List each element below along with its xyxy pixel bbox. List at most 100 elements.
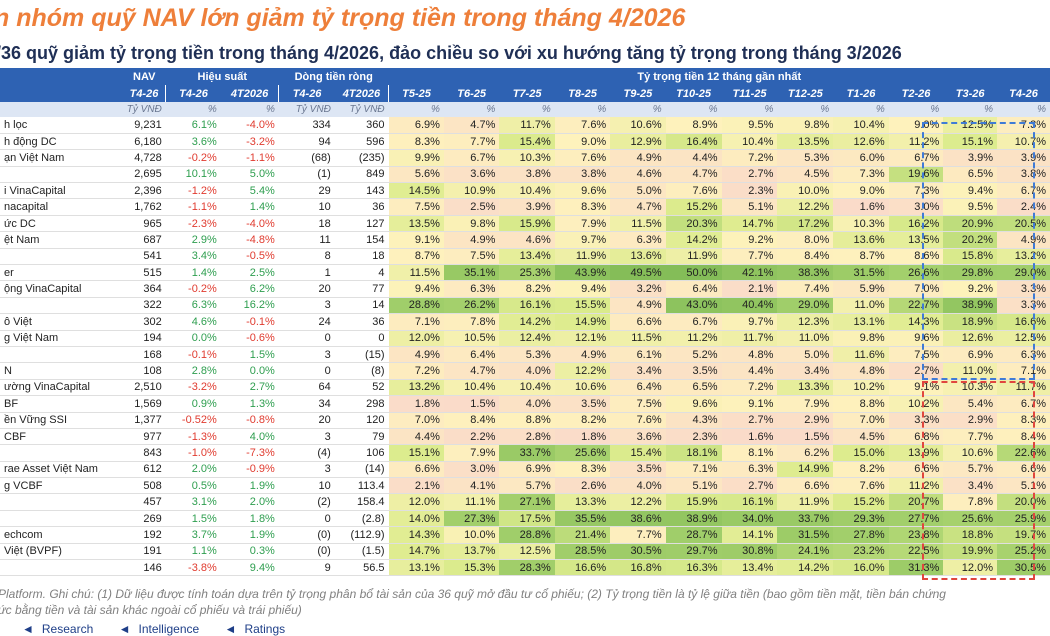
cash-weight-cell: 9.2%: [943, 280, 997, 298]
cash-weight-cell: 7.8%: [943, 493, 997, 511]
cash-weight-cell: 1.6%: [833, 198, 889, 216]
cash-weight-cell: 4.7%: [443, 362, 500, 380]
cash-weight-cell: 16.6%: [554, 559, 611, 576]
cash-weight-cell: 8.6%: [888, 248, 944, 265]
cash-weight-cell: 14.9%: [777, 461, 834, 478]
cash-weight-cell: 7.1%: [996, 362, 1050, 380]
cash-weight-cell: 16.2%: [888, 215, 944, 232]
cash-weight-cell: 16.8%: [610, 559, 666, 576]
fund-name: [0, 346, 123, 362]
table-row: h lọc 9,231 6.1% -4.0% 334 360 6.9% 4.7% 11.7% 7.…: [0, 117, 1050, 134]
cash-weight-cell: 3.8%: [554, 166, 611, 183]
footnote-line: Platform. Ghi chú: (1) Dữ liệu được tính…: [0, 587, 946, 601]
metric-cell: -0.6%: [246, 332, 275, 345]
cash-weight-cell: 3.0%: [443, 461, 500, 478]
cash-weight-cell: 7.9%: [777, 395, 834, 413]
cash-weight-cell: 43.9%: [554, 264, 611, 281]
cash-weight-cell: 4.9%: [610, 297, 666, 314]
unit-label: Tỷ VNĐ: [278, 102, 335, 117]
cash-weight-cell: 33.7%: [499, 444, 555, 462]
metric-cell: (15): [364, 348, 385, 361]
cash-weight-cell: 7.5%: [888, 346, 944, 363]
cash-weight-cell: 14.7%: [388, 543, 444, 560]
metric-cell: 2.0%: [249, 496, 275, 509]
cash-weight-cell: 1.8%: [388, 395, 444, 413]
metric-cell: 0: [324, 365, 331, 378]
column-header: T9-25: [610, 85, 666, 102]
metric-cell: 1.5%: [249, 348, 275, 361]
cash-weight-cell: 15.9%: [665, 493, 722, 511]
metric-cell: 3: [324, 299, 331, 312]
table-row: er 515 1.4% 2.5% 1 4 11.5% 35.1% 25.3% 43.9% 49.5%…: [0, 264, 1050, 281]
cash-weight-cell: 18.9%: [943, 313, 997, 331]
table-row: g Việt Nam 194 0.0% -0.6% 0 0 12.0% 10.5% 12.4% 1…: [0, 330, 1050, 347]
fund-name: [0, 560, 123, 576]
metric-cell: (8): [371, 365, 385, 378]
cash-weight-cell: 2.7%: [721, 477, 778, 494]
footer-nav: ◄ Research ◄ Intelligence ◄ Ratings: [0, 622, 285, 636]
cash-weight-cell: 31.5%: [777, 526, 834, 544]
metric-cell: (0): [317, 528, 331, 541]
footer-link-intelligence[interactable]: Intelligence: [138, 622, 200, 636]
unit-label: %: [888, 102, 944, 117]
cash-weight-cell: 13.6%: [833, 231, 889, 249]
cash-weight-cell: 40.4%: [721, 297, 778, 314]
cash-weight-cell: 9.4%: [943, 182, 997, 199]
metric-cell: 0.9%: [191, 397, 217, 410]
cash-weight-cell: 10.0%: [443, 526, 500, 544]
cash-weight-cell: 31.3%: [888, 559, 944, 576]
cash-weight-cell: 1.8%: [554, 428, 611, 445]
metric-cell: 977: [143, 430, 162, 443]
cash-weight-cell: 50.0%: [665, 264, 722, 281]
cash-weight-cell: 4.6%: [610, 166, 666, 183]
cash-weight-cell: 3.5%: [554, 395, 611, 413]
metric-cell: -0.9%: [246, 463, 275, 476]
cash-weight-cell: 7.2%: [388, 362, 444, 380]
metric-cell: 3.1%: [191, 496, 217, 509]
cash-weight-cell: 3.4%: [777, 362, 834, 380]
cash-weight-cell: 23.8%: [888, 526, 944, 544]
cash-weight-cell: 9.1%: [388, 231, 444, 249]
metric-cell: 364: [143, 283, 162, 296]
cash-weight-cell: 12.1%: [554, 330, 611, 347]
fund-name: i VinaCapital: [4, 184, 66, 197]
cash-weight-cell: 7.6%: [665, 182, 722, 199]
cash-weight-cell: 10.5%: [443, 330, 500, 347]
unit-label: %: [443, 102, 500, 117]
fund-name: ường VinaCapital: [4, 381, 90, 394]
cash-weight-cell: 15.1%: [388, 444, 444, 462]
metric-cell: (2): [317, 496, 331, 509]
metric-cell: 843: [143, 447, 162, 459]
cash-weight-cell: 15.4%: [499, 133, 555, 150]
footer-link-research[interactable]: Research: [41, 622, 94, 636]
cash-weight-cell: 3.8%: [499, 166, 555, 183]
cash-weight-cell: 14.0%: [388, 510, 444, 527]
cash-weight-cell: 4.8%: [833, 362, 889, 380]
header-group-net-flow: Dòng tiền ròng: [278, 68, 389, 85]
cash-weight-cell: 8.7%: [388, 248, 444, 265]
cash-weight-cell: 9.8%: [833, 330, 889, 347]
cash-weight-cell: 9.0%: [554, 133, 611, 150]
cash-weight-cell: 4.9%: [554, 346, 611, 363]
cash-weight-cell: 25.6%: [943, 510, 997, 527]
cash-weight-cell: 7.1%: [388, 313, 444, 331]
table-row: 457 3.1% 2.0% (2) 158.4 12.0% 11.1% 27.1% 13.3% 1…: [0, 493, 1050, 511]
footer-link-ratings[interactable]: Ratings: [244, 622, 286, 636]
metric-cell: 3: [324, 348, 331, 361]
metric-cell: 0: [324, 332, 331, 345]
cash-weight-cell: 11.9%: [777, 493, 834, 511]
metric-cell: 36: [372, 201, 385, 214]
cash-weight-cell: 5.6%: [388, 166, 444, 183]
fund-name: ô Việt: [4, 315, 32, 328]
cash-weight-cell: 6.4%: [443, 346, 500, 363]
cash-weight-cell: 14.3%: [388, 526, 444, 544]
metric-cell: 457: [143, 496, 162, 509]
column-header: T4-26: [996, 85, 1050, 102]
metric-cell: 16.2%: [243, 299, 275, 312]
cash-weight-cell: 22.6%: [996, 444, 1050, 462]
cash-weight-cell: 6.9%: [943, 346, 997, 363]
cash-weight-cell: 2.3%: [721, 182, 778, 199]
metric-cell: 168: [143, 348, 162, 361]
cash-weight-cell: 7.7%: [443, 133, 500, 150]
cash-weight-cell: 35.1%: [443, 264, 500, 281]
